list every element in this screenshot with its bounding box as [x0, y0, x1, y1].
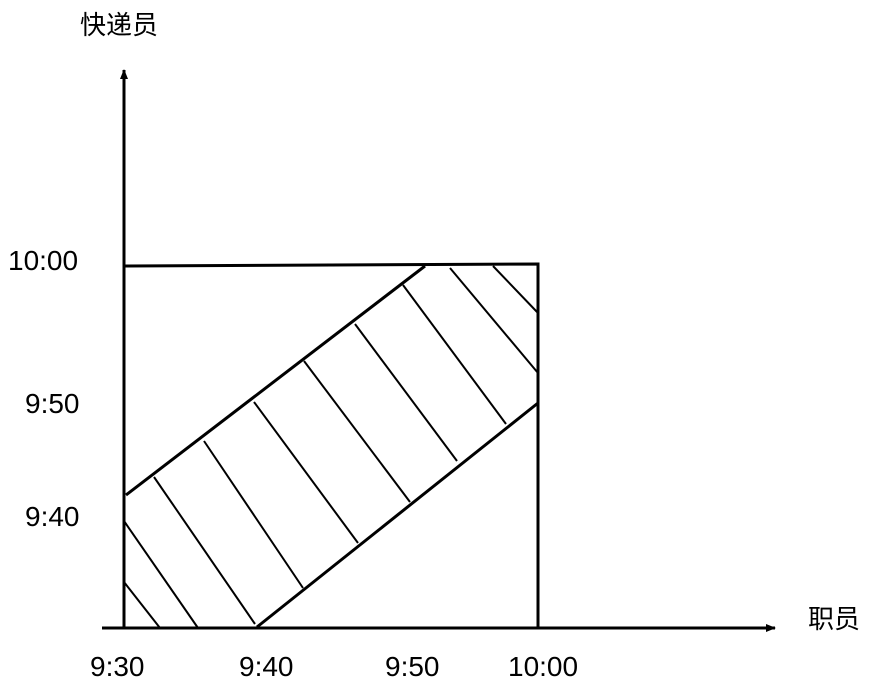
x-tick-label-950: 9:50	[385, 651, 440, 682]
x-tick-label-940: 9:40	[239, 651, 294, 682]
x-tick-label-1000: 10:00	[508, 651, 578, 682]
square-boundary	[123, 262, 540, 628]
lower-boundary	[256, 401, 539, 629]
x-tick-label-930: 9:30	[90, 651, 145, 682]
y-tick-label-950: 9:50	[25, 388, 80, 419]
y-axis-title: 快递员	[80, 11, 158, 41]
hatch-line	[123, 581, 161, 629]
hatch-lines	[123, 265, 539, 629]
hatch-line	[123, 520, 199, 629]
hatch-line	[449, 267, 539, 374]
hatch-line	[303, 360, 411, 503]
upper-boundary	[125, 264, 426, 497]
y-tick-label-940: 9:40	[25, 501, 80, 532]
hatch-line	[354, 323, 458, 462]
hatch-line	[153, 476, 256, 625]
hatch-line	[203, 440, 304, 589]
y-tick-label-1000: 10:00	[8, 245, 78, 276]
hatch-line	[402, 284, 507, 425]
hatch-line	[253, 401, 359, 544]
x-axis-title: 职员	[808, 605, 860, 635]
hatch-line	[492, 265, 539, 314]
